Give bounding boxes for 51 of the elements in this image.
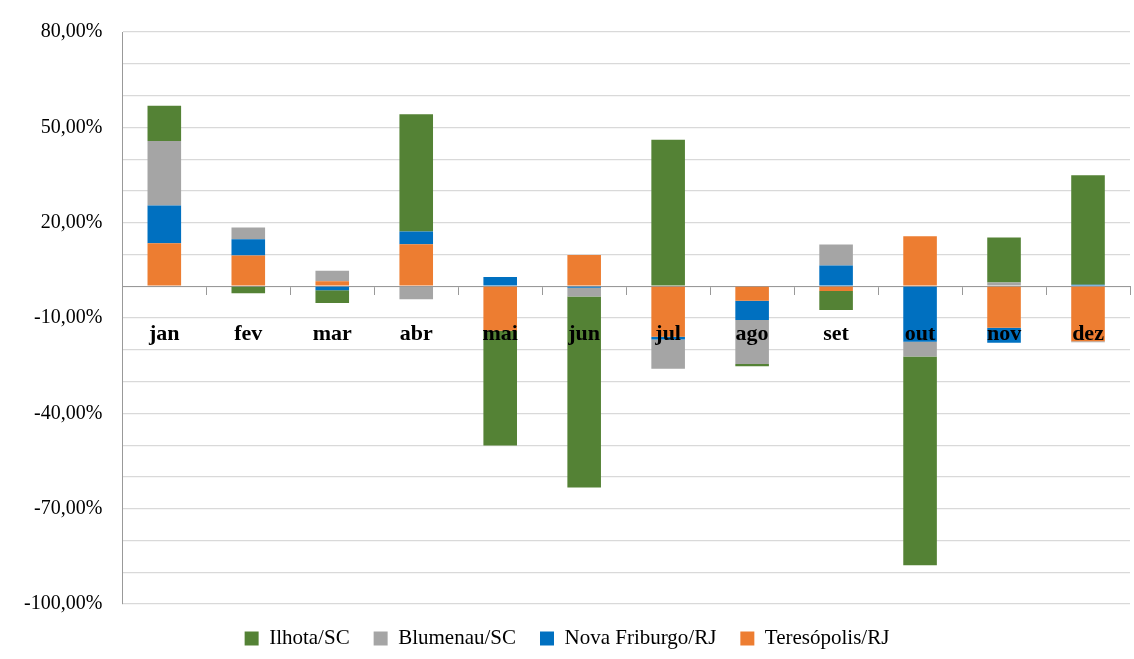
bar	[567, 255, 601, 286]
x-tick-label: mar	[312, 319, 353, 345]
bar	[1071, 175, 1105, 285]
x-tick-label: jun	[567, 319, 601, 345]
bar	[147, 105, 182, 141]
bar	[735, 286, 769, 301]
bar	[315, 270, 350, 282]
y-tick-label: -70,00%	[33, 495, 103, 518]
bar	[903, 356, 937, 566]
y-tick-label: 80,00%	[40, 19, 103, 42]
bar	[231, 227, 266, 240]
y-tick-label: -10,00%	[33, 305, 103, 328]
y-tick-label: -100,00%	[23, 591, 103, 614]
bar	[987, 237, 1021, 283]
x-tick-label: dez	[1072, 319, 1105, 345]
y-tick-label: 50,00%	[40, 114, 103, 137]
bar	[735, 364, 769, 367]
bar	[651, 139, 685, 286]
bar	[147, 243, 182, 286]
bar	[231, 255, 266, 286]
x-tick-label: out	[904, 319, 937, 345]
bar	[315, 290, 350, 304]
bar	[735, 300, 769, 320]
bar	[147, 141, 182, 206]
bar	[819, 286, 853, 291]
bar	[903, 236, 937, 286]
bar	[987, 286, 1021, 328]
bar	[903, 341, 937, 357]
legend-label: Nova Friburgo/RJ	[564, 625, 717, 650]
legend-label: Ilhota/SC	[269, 625, 350, 650]
bar	[399, 231, 434, 245]
legend-label: Blumenau/SC	[398, 625, 516, 650]
y-tick-label: -40,00%	[33, 400, 103, 423]
x-tick-label: ago	[735, 319, 769, 345]
y-tick-label: 20,00%	[40, 209, 103, 232]
bar	[567, 296, 601, 488]
x-tick-label: fev	[234, 319, 263, 345]
bar	[399, 244, 434, 286]
x-tick-label: set	[823, 319, 850, 345]
x-tick-label: jan	[148, 319, 180, 345]
bar	[315, 281, 350, 286]
bar	[483, 277, 517, 286]
bar	[819, 290, 853, 311]
x-tick-label: abr	[399, 319, 433, 345]
bar	[399, 114, 434, 232]
bar	[819, 265, 853, 286]
legend-label: Teresópolis/RJ	[764, 625, 890, 650]
bar	[231, 239, 266, 256]
bar	[147, 205, 182, 244]
bar	[231, 286, 266, 294]
bar	[819, 244, 853, 266]
